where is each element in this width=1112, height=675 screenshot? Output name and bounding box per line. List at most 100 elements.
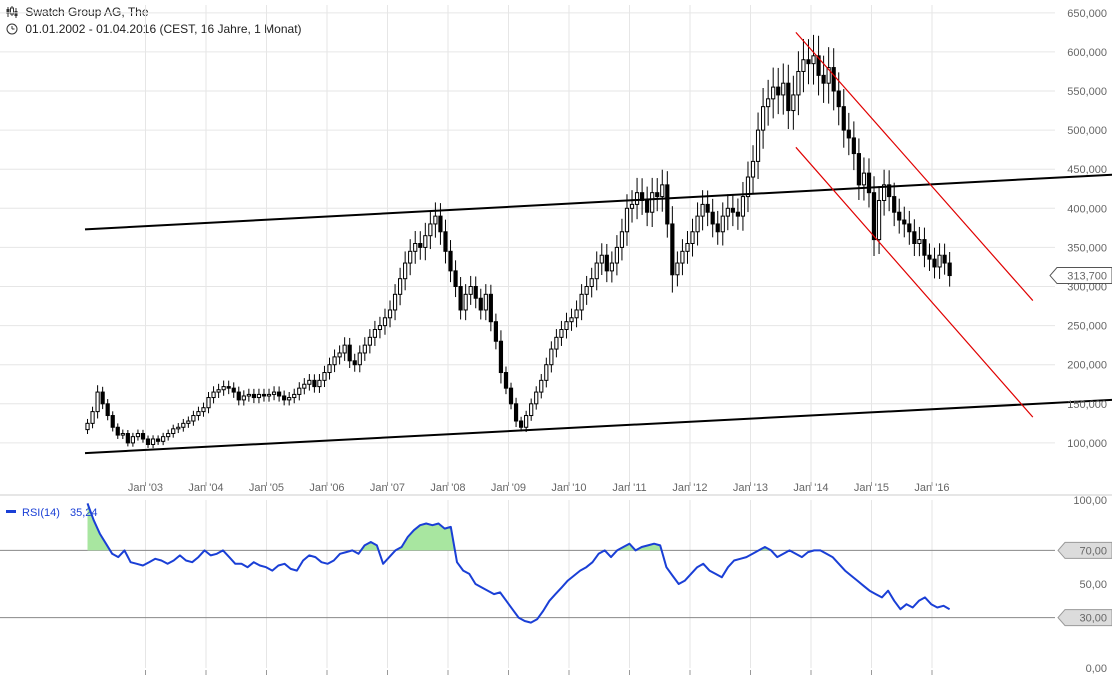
candle [670,206,675,293]
candle-body [292,393,297,399]
price-tick-label: 100,000 [1067,438,1107,450]
candle-body [660,184,665,198]
candle-body [347,344,352,362]
candle [186,416,191,428]
candle-body [317,379,322,388]
candle [786,64,791,130]
candle [443,219,448,264]
candle-body [841,106,846,131]
time-tick-label: Jan '11 [612,482,646,494]
candle-body [861,172,867,186]
candle [524,410,529,433]
candle-body [594,262,599,280]
last-price-arrow [1049,267,1112,285]
candle [95,385,100,419]
candle-body [725,207,730,217]
candle [508,382,514,410]
candle-body [251,393,256,399]
candle [776,67,781,115]
candle [433,202,438,238]
candle [483,284,488,321]
candle-body [236,391,241,401]
candle-body [150,438,156,445]
candle-body [897,211,902,221]
rsi-level-arrow [1057,541,1112,559]
candle-body [433,215,438,225]
candle-body [584,286,589,295]
candle-body [458,286,463,311]
rsi-level-label: 70,00 [1079,545,1107,557]
candle [947,251,952,287]
candle [191,410,196,426]
candle [463,284,468,321]
rsi-tick-label: 0,00 [1086,663,1107,675]
candle [599,243,604,276]
candle-body [105,403,110,417]
candle [246,388,251,402]
candle-body [589,278,594,288]
candle [912,219,917,256]
candle-body [453,270,458,288]
candle-body [524,415,529,428]
candle-body [125,433,130,444]
candle [231,382,236,398]
candle-body [115,426,120,436]
candle [448,240,453,283]
candle-body [816,55,821,76]
candle [710,198,715,238]
axes: 100,000 150,000 200,000 250,000 300,000 350,0… [6,8,1112,675]
candle [655,178,660,212]
candle-body [297,387,302,395]
candle-body [806,59,811,65]
candle-body [655,192,660,198]
candle [367,329,372,354]
candle [811,34,816,85]
candle [166,429,171,441]
candle [574,300,579,328]
price-tick-label: 500,000 [1067,125,1107,137]
candle-body [241,395,246,401]
candle-body [423,235,428,248]
candle [156,435,161,445]
candle-body [387,309,393,319]
candle [725,194,730,231]
candle-body [665,184,670,225]
candle [624,194,630,246]
time-tick-label: Jan '03 [128,482,163,494]
candle-body [856,153,861,186]
candle-body [745,176,751,198]
chart-period-row: 01.01.2002 - 01.04.2016 (CEST, 16 Jahre,… [6,22,302,36]
candle [171,424,176,438]
candle [176,423,181,434]
candle [292,388,297,404]
candle-body [246,393,251,397]
candle-body [801,59,806,72]
candle [423,222,428,261]
rsi-panel [0,503,1055,624]
candle-body [710,211,715,225]
grid [0,5,1112,668]
candle-body [392,293,398,311]
candle [150,435,156,449]
candle-body [130,436,135,444]
candle-body [221,386,226,391]
candle-body [932,258,937,268]
time-tick-label: Jan '10 [551,482,586,494]
rsi-legend-value: 35,24 [70,507,98,519]
candle-body [690,231,695,245]
candle-body [403,262,408,280]
candle-body [912,231,917,245]
candle-body [534,391,539,405]
candle [897,198,902,234]
candle [135,429,141,441]
rsi-level-arrow [1057,609,1112,627]
time-tick-label: Jan '15 [854,482,889,494]
candle-body [261,393,267,397]
candle-body [468,286,473,295]
candle-body [705,203,710,213]
candle [740,181,746,231]
price-tick-label: 300,000 [1067,282,1107,294]
candle-body [554,336,559,350]
candle-body [599,254,604,264]
candle-body [282,395,287,401]
